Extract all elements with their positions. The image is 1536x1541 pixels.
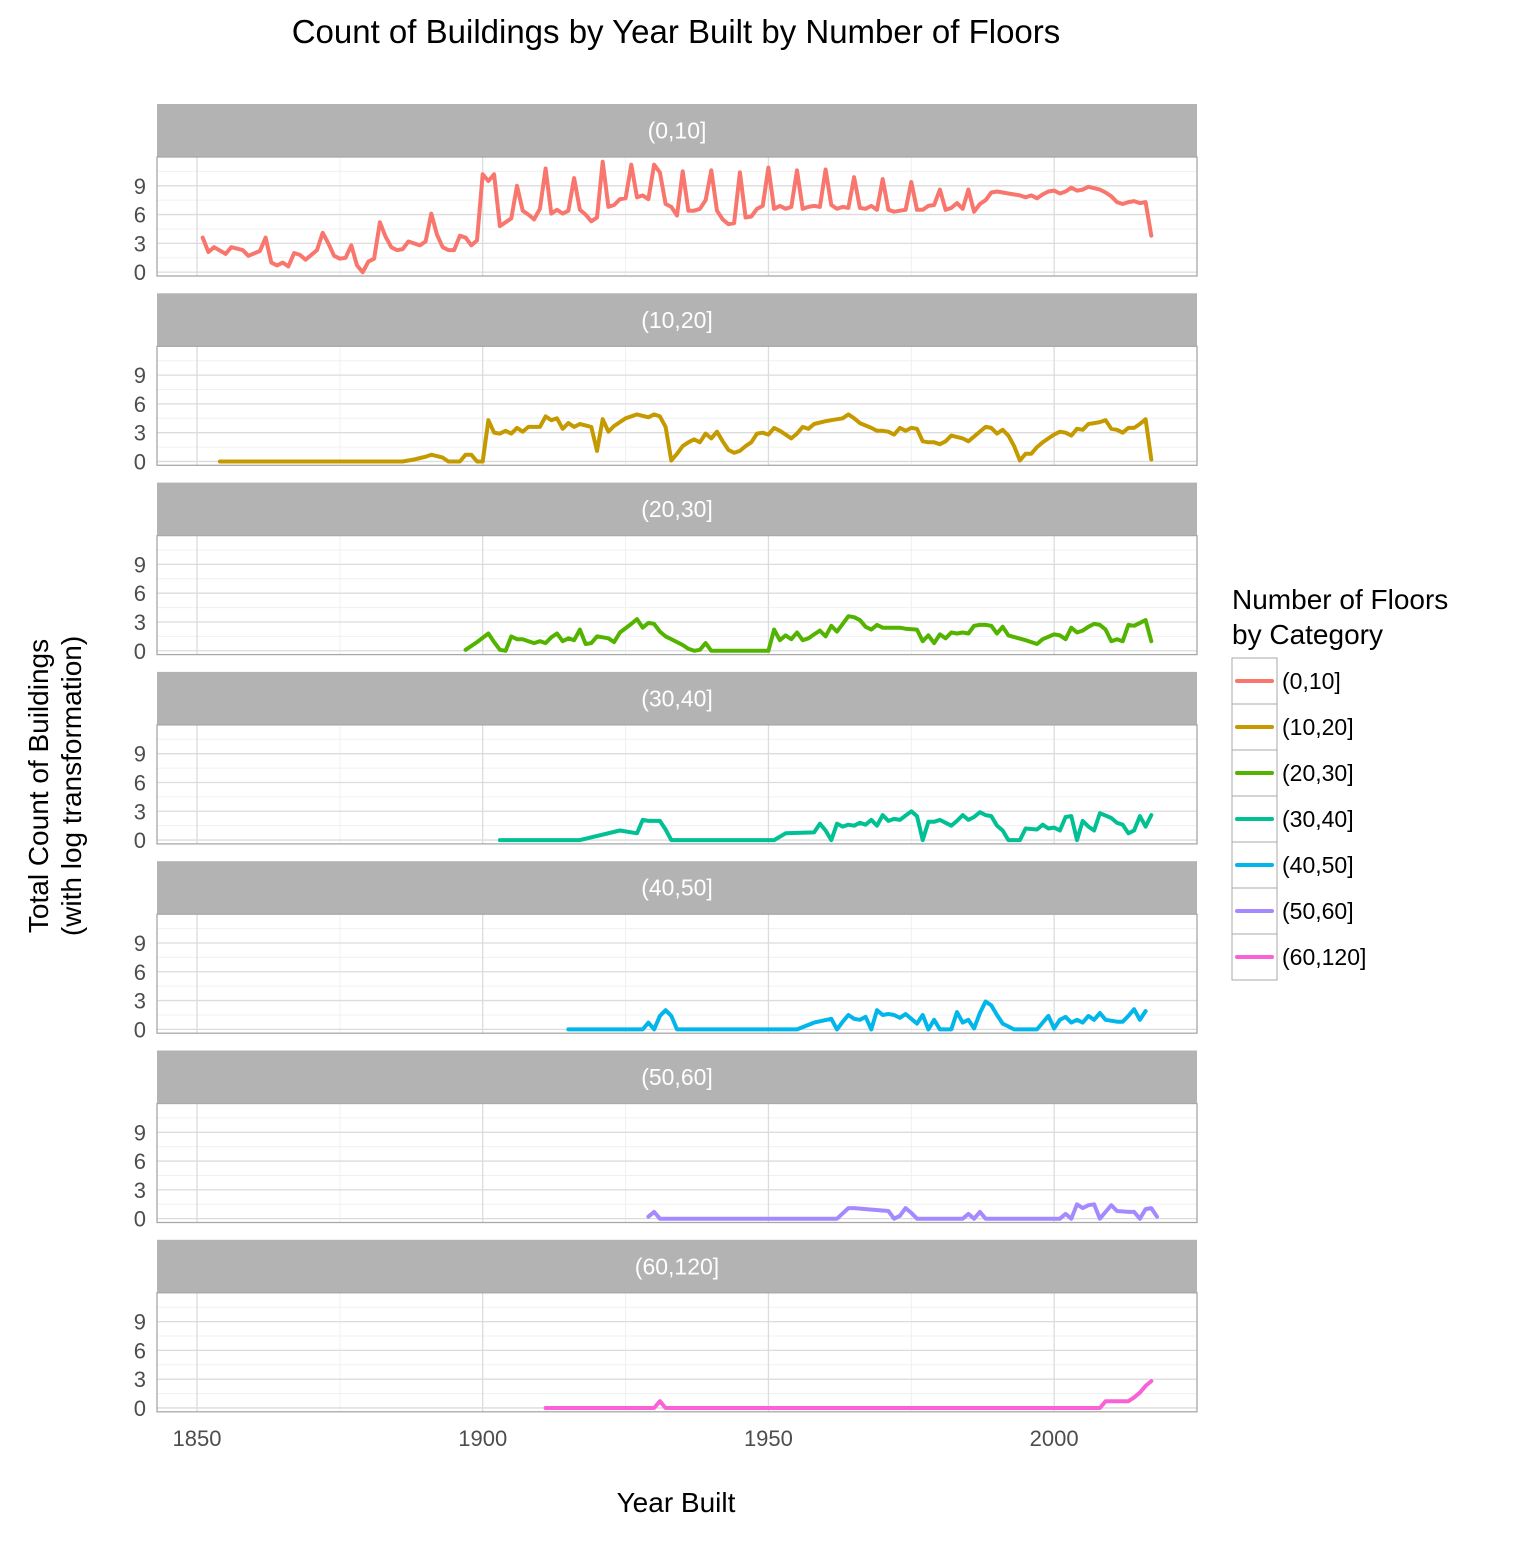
legend-item-label: (50,60]	[1282, 898, 1354, 924]
y-tick-label: 0	[134, 260, 146, 285]
y-tick-label: 0	[134, 1207, 146, 1232]
x-tick-label: 1950	[744, 1426, 793, 1451]
series-line-1	[200, 159, 1154, 275]
facet-strip-label: (20,30]	[641, 496, 713, 522]
facet-panel	[157, 914, 1197, 1034]
y-tick-label: 6	[134, 392, 146, 417]
facet-panel-border	[156, 1102, 1198, 1224]
y-tick-label: 0	[134, 828, 146, 853]
facet-panel	[157, 724, 1197, 844]
facet-strip	[157, 482, 1197, 536]
y-axis-title-line-2: (with log transformation)	[56, 636, 87, 936]
y-tick-label: 3	[134, 1178, 146, 1203]
facet-panel-border	[156, 913, 1198, 1034]
facet-strip-label: (30,40]	[641, 685, 713, 711]
y-tick-label: 3	[134, 421, 146, 446]
y-tick-label: 9	[134, 174, 146, 199]
y-tick-label: 6	[134, 960, 146, 985]
facet-panel-border	[156, 156, 1198, 277]
legend-item-label: (60,120]	[1282, 944, 1366, 970]
facet-panel-border	[156, 1292, 1198, 1413]
series-line-3	[463, 614, 1154, 653]
y-tick-label: 9	[134, 931, 146, 956]
facet-panel-border	[156, 534, 1198, 656]
chart-title: Count of Buildings by Year Built by Numb…	[292, 13, 1061, 50]
legend-item-label: (10,20]	[1282, 714, 1354, 740]
series-line-2	[217, 412, 1154, 464]
facet-strip	[157, 1050, 1197, 1104]
y-tick-label: 6	[134, 770, 146, 795]
x-tick-label: 2000	[1030, 1426, 1079, 1451]
facet-strip-label: (50,60]	[641, 1064, 713, 1090]
y-tick-label: 3	[134, 231, 146, 256]
facet-panel-border	[156, 724, 1198, 845]
facet-strip	[157, 861, 1197, 915]
y-tick-label: 0	[134, 449, 146, 474]
facet-strip-label: (40,50]	[641, 875, 713, 901]
y-tick-label: 9	[134, 1310, 146, 1335]
legend-item-label: (20,30]	[1282, 760, 1354, 786]
y-tick-label: 9	[134, 742, 146, 767]
y-tick-label: 9	[134, 552, 146, 577]
facet-panel	[157, 1103, 1197, 1223]
legend-title-line-1: Number of Floors	[1232, 584, 1448, 615]
y-tick-label: 0	[134, 639, 146, 664]
facet-strip	[157, 671, 1197, 725]
facet-panel	[157, 535, 1197, 655]
facet-panel-border	[156, 345, 1198, 466]
legend-item-label: (30,40]	[1282, 806, 1354, 832]
series-line-4	[497, 809, 1154, 843]
facet-strip-label: (10,20]	[641, 307, 713, 333]
facet-strip-label: (0,10]	[648, 118, 707, 144]
y-tick-label: 0	[134, 1396, 146, 1421]
y-tick-label: 6	[134, 581, 146, 606]
y-tick-label: 3	[134, 1367, 146, 1392]
y-tick-label: 0	[134, 1017, 146, 1042]
legend-item-label: (40,50]	[1282, 852, 1354, 878]
facet-strip	[157, 293, 1197, 347]
series-line-7	[543, 1379, 1154, 1410]
legend-title-line-2: by Category	[1232, 619, 1383, 650]
y-tick-label: 6	[134, 1338, 146, 1363]
series-line-6	[646, 1202, 1159, 1221]
facet-panel	[157, 346, 1197, 466]
y-tick-label: 9	[134, 1120, 146, 1145]
x-tick-label: 1850	[173, 1426, 222, 1451]
y-tick-label: 3	[134, 610, 146, 635]
y-tick-label: 3	[134, 799, 146, 824]
facet-strip	[157, 104, 1197, 157]
facet-strip-label: (60,120]	[635, 1253, 719, 1279]
facet-panel	[157, 1292, 1197, 1412]
legend-item-label: (0,10]	[1282, 668, 1341, 694]
y-tick-label: 3	[134, 989, 146, 1014]
x-axis-title: Year Built	[617, 1487, 736, 1518]
series-line-5	[566, 999, 1148, 1032]
y-tick-label: 6	[134, 203, 146, 228]
x-tick-label: 1900	[458, 1426, 507, 1451]
y-axis-title-line-1: Total Count of Buildings	[23, 639, 54, 933]
y-tick-label: 6	[134, 1149, 146, 1174]
y-tick-label: 9	[134, 363, 146, 388]
facet-strip	[157, 1239, 1197, 1293]
